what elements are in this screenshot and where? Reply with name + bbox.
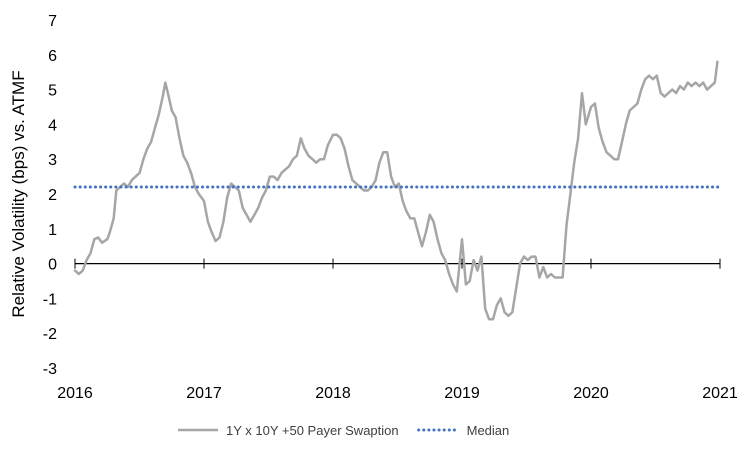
y-tick-label: 2	[48, 187, 57, 204]
legend-label: Median	[467, 423, 510, 438]
y-tick-label: 6	[48, 48, 57, 65]
x-tick-label: 2021	[702, 385, 738, 402]
x-tick-label: 2016	[57, 385, 93, 402]
x-tick-label: 2019	[444, 385, 480, 402]
x-tick-labels: 2016 2017 2018 2019 2020 2021	[57, 385, 738, 402]
y-tick-label: -3	[43, 361, 57, 378]
y-tick-label: 1	[48, 222, 57, 239]
x-tick-label: 2017	[186, 385, 222, 402]
y-tick-label: 3	[48, 152, 57, 169]
y-tick-label: -1	[43, 291, 57, 308]
y-tick-label: 5	[48, 83, 57, 100]
y-axis-title: Relative Volatility (bps) vs. ATMF	[9, 70, 28, 317]
series-layer	[73, 60, 722, 321]
legend-label: 1Y x 10Y +50 Payer Swaption	[226, 423, 399, 438]
y-tick-label: -2	[43, 326, 57, 343]
y-tick-label: 4	[48, 117, 57, 134]
legend: 1Y x 10Y +50 Payer Swaption Median	[178, 423, 509, 438]
y-tick-label: 0	[48, 257, 57, 274]
y-tick-label: 7	[48, 13, 57, 30]
swaption-series-line	[73, 60, 719, 321]
y-tick-labels: -3 -2 -1 0 1 2 3 4 5 6 7	[43, 13, 57, 378]
x-tick-label: 2018	[315, 385, 351, 402]
x-tick-label: 2020	[573, 385, 609, 402]
